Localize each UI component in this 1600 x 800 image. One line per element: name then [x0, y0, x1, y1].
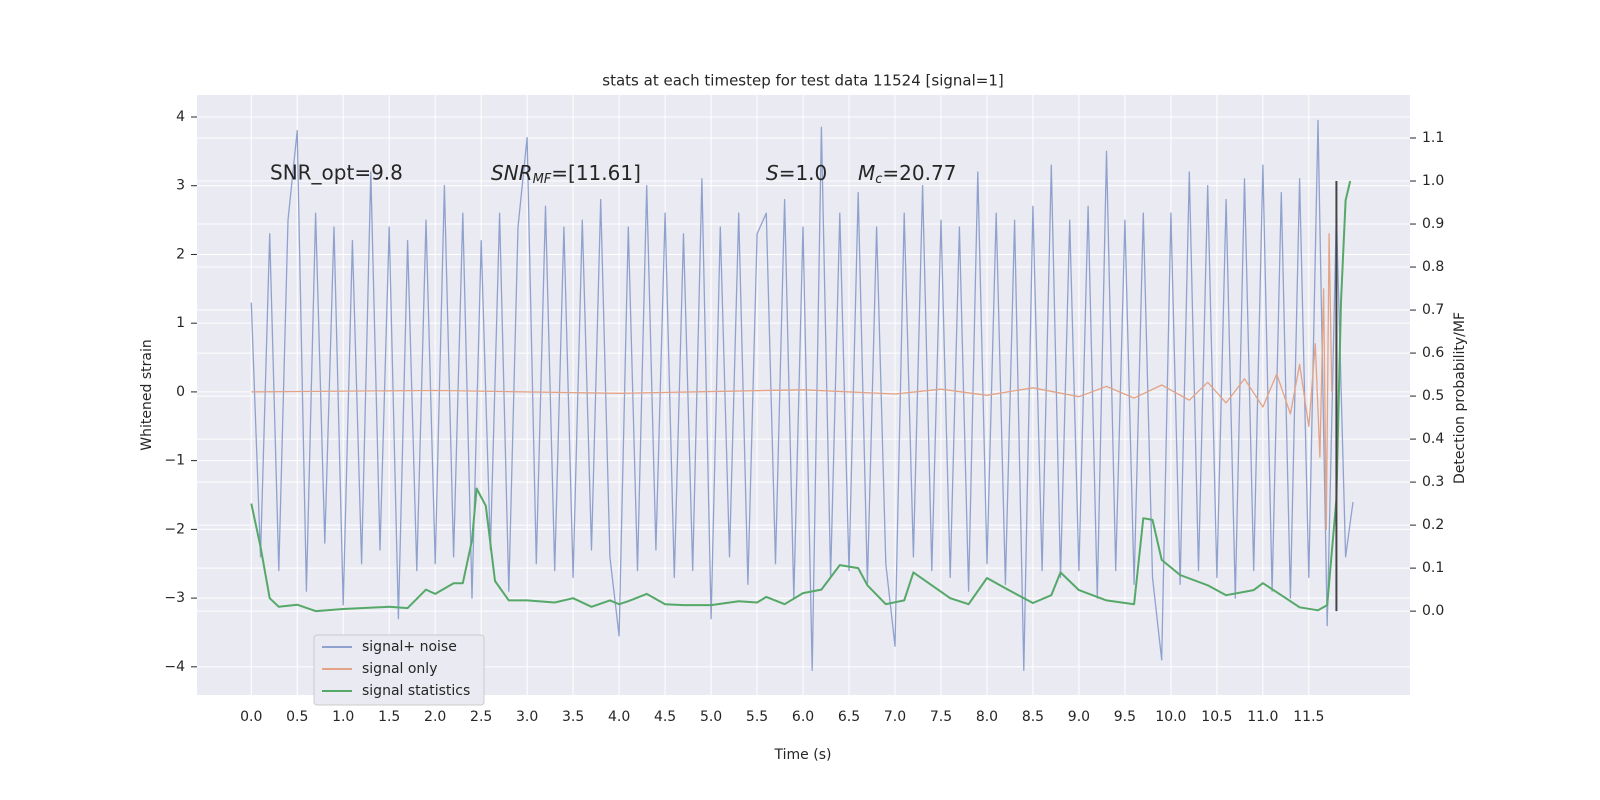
- x-tick-label: 6.5: [838, 709, 860, 725]
- y-tick-label: −3: [164, 590, 185, 606]
- annotation-part: =20.77: [882, 161, 956, 185]
- x-tick-label: 7.0: [884, 709, 906, 725]
- y2-tick-label: 0.3: [1422, 474, 1444, 490]
- legend-label: signal only: [362, 661, 437, 677]
- legend-label: signal+ noise: [362, 639, 457, 655]
- x-tick-label: 2.0: [424, 709, 446, 725]
- y-tick-label: 1: [176, 315, 185, 331]
- x-tick-label: 9.0: [1068, 709, 1090, 725]
- annotation: SNRMF=[11.61]: [491, 161, 641, 187]
- legend-label: signal statistics: [362, 683, 470, 699]
- x-tick-label: 5.0: [700, 709, 722, 725]
- x-tick-label: 0.5: [286, 709, 308, 725]
- x-tick-label: 11.5: [1293, 709, 1324, 725]
- x-tick-label: 5.5: [746, 709, 768, 725]
- annotation-part: M: [858, 161, 875, 185]
- annotation-sub: MF: [533, 172, 552, 187]
- series-line: [250, 119, 1354, 671]
- marks: [250, 119, 1354, 671]
- y-tick-label: 3: [176, 178, 185, 194]
- y-tick-label: −2: [164, 521, 185, 537]
- y2-tick-label: 0.4: [1422, 431, 1444, 447]
- x-tick-label: 4.5: [654, 709, 676, 725]
- x-tick-label: 3.0: [516, 709, 538, 725]
- x-tick-label: 0.0: [240, 709, 262, 725]
- x-tick-label: 6.0: [792, 709, 814, 725]
- annotation-part: SNR: [491, 161, 533, 185]
- x-tick-label: 2.5: [470, 709, 492, 725]
- x-tick-label: 9.5: [1114, 709, 1136, 725]
- y2-tick-label: 0.6: [1422, 345, 1444, 361]
- y2-tick-label: 0.0: [1422, 603, 1444, 619]
- x-tick-label: 1.0: [332, 709, 354, 725]
- y2-tick-label: 0.9: [1422, 216, 1444, 232]
- x-tick-label: 10.5: [1201, 709, 1232, 725]
- annotation-part: S: [766, 161, 779, 185]
- annotation: SNR_opt=9.8: [270, 161, 403, 185]
- y2-tick-label: 0.8: [1422, 259, 1444, 275]
- y2-tick-label: 0.2: [1422, 517, 1444, 533]
- series-line: [250, 180, 1352, 613]
- y2-axis-label: Detection probability/MF: [1452, 312, 1468, 484]
- y2-tick-label: 0.7: [1422, 302, 1444, 318]
- chart-title: stats at each timestep for test data 115…: [602, 72, 1003, 90]
- y2-tick-label: 0.5: [1422, 388, 1444, 404]
- y2-tick-label: 0.1: [1422, 560, 1444, 576]
- x-tick-label: 7.5: [930, 709, 952, 725]
- y2-tick-label: 1.0: [1422, 173, 1444, 189]
- x-tick-label: 10.0: [1155, 709, 1186, 725]
- legend-box: [313, 634, 485, 706]
- x-tick-label: 8.0: [976, 709, 998, 725]
- x-axis-label: Time (s): [774, 747, 832, 763]
- x-tick-label: 4.0: [608, 709, 630, 725]
- y-tick-label: −1: [164, 453, 185, 469]
- x-tick-label: 3.5: [562, 709, 584, 725]
- x-tick-label: 8.5: [1022, 709, 1044, 725]
- y-tick-label: 2: [176, 246, 185, 262]
- x-tick-label: 1.5: [378, 709, 400, 725]
- annotation-part: =[11.61]: [551, 161, 641, 185]
- y-tick-label: −4: [164, 659, 185, 675]
- series-line: [251, 233, 1333, 531]
- y-tick-label: 0: [176, 384, 185, 400]
- legend: signal+ noise signal only signal statistic…: [313, 634, 485, 706]
- annotation: Mc=20.77: [858, 161, 956, 187]
- annotation-sub: c: [875, 172, 882, 187]
- y2-tick-label: 1.1: [1422, 130, 1444, 146]
- annotation-part: =1.0: [779, 161, 828, 185]
- annotation: S=1.0: [766, 161, 827, 185]
- y-axis-label: Whitened strain: [139, 339, 155, 450]
- y-tick-label: 4: [176, 109, 185, 125]
- x-tick-label: 11.0: [1247, 709, 1278, 725]
